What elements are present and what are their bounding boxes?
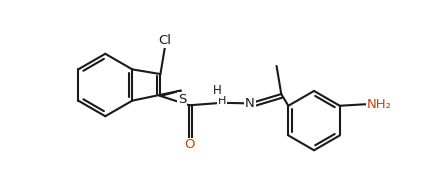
Text: O: O xyxy=(184,138,194,151)
Text: H: H xyxy=(213,84,222,97)
Text: NH₂: NH₂ xyxy=(367,98,392,111)
Text: N: N xyxy=(245,97,255,110)
Text: H: H xyxy=(218,96,226,106)
Text: S: S xyxy=(178,93,187,106)
Text: Cl: Cl xyxy=(158,34,172,47)
